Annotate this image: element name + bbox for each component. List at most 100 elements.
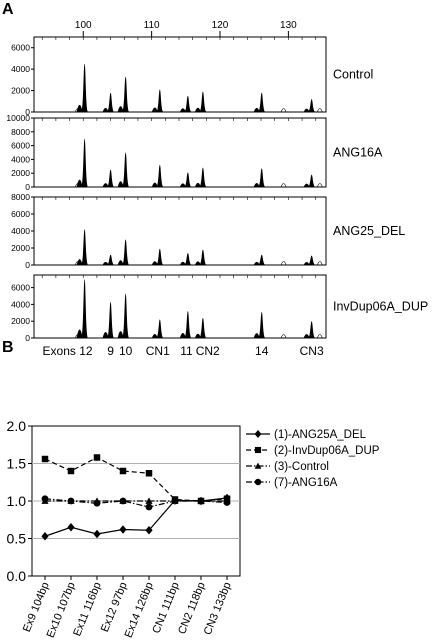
- legend-label: (2)-InvDup06A_DUP: [274, 445, 380, 457]
- panel-frame: [33, 196, 327, 266]
- peak: [81, 279, 89, 338]
- shoulder-peak: [303, 261, 310, 265]
- standard-peak: [317, 108, 323, 113]
- shoulder-peak: [253, 261, 260, 265]
- standard-peak: [317, 261, 323, 266]
- square-marker: [41, 455, 49, 463]
- triangle-marker: [145, 497, 153, 504]
- shoulder-peak: [194, 333, 201, 338]
- diamond-marker: [93, 529, 101, 539]
- peak: [81, 229, 89, 265]
- panel-b-label: B: [2, 339, 14, 356]
- peak: [258, 92, 266, 112]
- y-tick-label: 8000: [11, 127, 30, 137]
- shoulder-peak: [117, 106, 124, 112]
- shoulder-peak: [179, 183, 186, 187]
- standard-peak: [317, 334, 323, 339]
- shoulder-peak: [102, 261, 109, 265]
- shoulder-peak: [303, 334, 310, 338]
- diamond-marker: [145, 526, 153, 535]
- shoulder-peak: [151, 261, 158, 265]
- shoulder-peak: [253, 333, 260, 338]
- square-marker: [254, 446, 262, 454]
- y-tick-label: 4000: [11, 299, 30, 309]
- standard-peak: [74, 183, 81, 188]
- peak: [199, 167, 207, 187]
- panel-frame: [33, 274, 327, 339]
- standard-peak: [280, 334, 287, 339]
- y-tick-label: 0.5: [7, 531, 27, 547]
- circle-marker: [254, 478, 262, 486]
- peak: [308, 99, 316, 112]
- panel-a-label: A: [2, 1, 14, 18]
- shoulder-peak: [179, 261, 186, 265]
- circle-marker: [171, 497, 179, 505]
- circle-marker: [197, 497, 205, 505]
- circle-marker: [93, 499, 101, 507]
- y-tick-label: 2000: [11, 243, 30, 253]
- shoulder-peak: [117, 331, 124, 338]
- diamond-marker: [41, 532, 49, 541]
- y-tick-label: 0: [25, 182, 30, 192]
- y-tick-label: 0: [25, 107, 30, 117]
- panel-sample-name: Control: [333, 68, 373, 82]
- y-tick-label: 0: [25, 260, 30, 270]
- shoulder-peak: [194, 261, 201, 265]
- shoulder-peak: [102, 107, 109, 112]
- shoulder-peak: [179, 108, 186, 112]
- panel-frame: [33, 36, 327, 113]
- peak: [156, 89, 164, 112]
- circle-marker: [145, 503, 153, 511]
- panel-sample-name: ANG25_DEL: [333, 224, 405, 238]
- series-0: [41, 493, 231, 541]
- shoulder-peak: [253, 107, 260, 112]
- peak: [258, 311, 266, 338]
- electropherogram-panels: 0 2000 4000 6000 Control 0 2000 4000 6000 8000 100…: [6, 36, 428, 343]
- exon-label: Exons 12: [43, 344, 93, 358]
- legend-label: (7)-ANG16A: [274, 477, 338, 489]
- y-tick-label: 6000: [11, 283, 30, 293]
- top-axis-tick-label: 120: [212, 20, 229, 31]
- shoulder-peak: [76, 329, 83, 338]
- y-tick-label: 1.0: [7, 493, 27, 509]
- peak: [184, 311, 192, 338]
- y-tick-label: 8000: [11, 192, 30, 202]
- peak: [81, 63, 89, 112]
- y-tick-label: 6000: [11, 141, 30, 151]
- panel-frame: [33, 117, 327, 188]
- y-tick-label: 6000: [11, 43, 30, 53]
- diamond-marker: [254, 430, 262, 438]
- panel-sample-name: InvDup06A_DUP: [333, 300, 428, 314]
- peak: [156, 319, 164, 338]
- square-marker: [145, 470, 153, 477]
- standard-peak: [74, 108, 81, 113]
- standard-peak: [280, 183, 287, 188]
- square-marker: [119, 467, 127, 475]
- exon-label: 11: [180, 344, 193, 358]
- peak: [156, 248, 164, 265]
- peak: [199, 317, 207, 338]
- peak: [308, 174, 316, 187]
- panel-a-top-axis: 100 110 120 130: [75, 20, 297, 37]
- chart-legend: (1)-ANG25A_DEL (2)-InvDup06A_DUP (3)-Contr…: [246, 429, 380, 489]
- y-tick-label: 2000: [11, 168, 30, 178]
- peak: [184, 172, 192, 187]
- x-tick-label: CN3 133bp: [202, 581, 234, 637]
- panel-1: 0 2000 4000 6000 8000 10000 ANG16A: [6, 113, 383, 192]
- peak: [107, 92, 114, 112]
- standard-peak: [74, 261, 81, 266]
- peak: [184, 95, 192, 112]
- shoulder-peak: [76, 179, 83, 187]
- y-tick-label: 2.0: [7, 418, 27, 434]
- series-line: [44, 456, 228, 502]
- x-tick-label: Ex9 104bp: [21, 581, 52, 634]
- exon-label: CN2: [196, 344, 220, 358]
- shoulder-peak: [117, 181, 124, 187]
- top-axis-tick-label: 130: [280, 20, 297, 31]
- y-tick-label: 4000: [11, 226, 30, 236]
- diamond-marker: [67, 523, 75, 532]
- series-line: [44, 498, 228, 508]
- triangle-marker: [254, 462, 262, 469]
- peak: [122, 239, 130, 265]
